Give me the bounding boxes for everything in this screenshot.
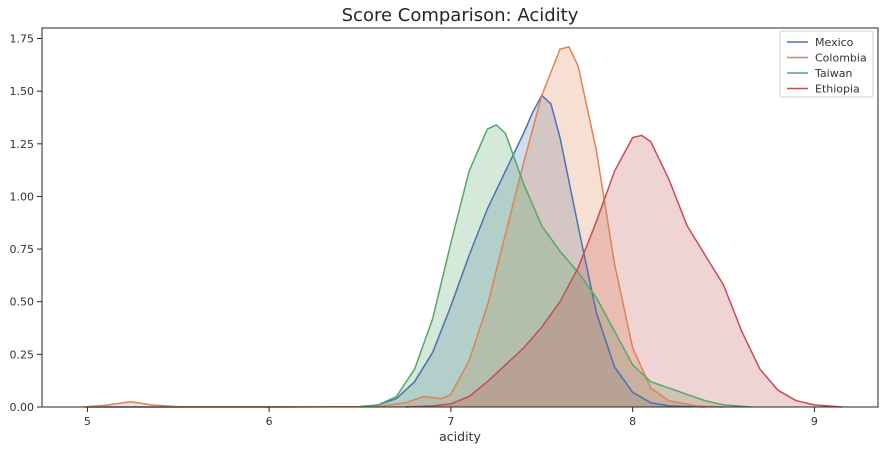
series-area-mexico [87, 95, 706, 408]
series-line-ethiopia [405, 134, 842, 408]
series-line-mexico [87, 94, 706, 408]
x-axis: 5 6 7 8 9 [84, 407, 818, 428]
x-tick-label: 6 [266, 415, 273, 428]
x-axis-title: acidity [439, 429, 481, 444]
x-tick-label: 9 [811, 415, 818, 428]
plot-frame [41, 27, 879, 408]
chart-title: Score Comparison: Acidity [342, 5, 579, 26]
y-tick-label: 1.00 [10, 190, 35, 203]
y-tick-label: 1.75 [10, 33, 35, 46]
plot-areas [83, 46, 842, 408]
y-tick-label: 0.75 [10, 243, 35, 256]
series-area-ethiopia [405, 135, 842, 407]
y-tick-label: 0.50 [10, 296, 35, 309]
x-tick-label: 8 [629, 415, 636, 428]
legend-label-taiwan: Taiwan [814, 67, 852, 80]
legend-label-mexico: Mexico [815, 36, 854, 49]
series-line-taiwan [359, 124, 751, 408]
series-area-taiwan [360, 124, 751, 408]
series-area-colombia [83, 46, 724, 408]
legend: Mexico Colombia Taiwan Ethiopia [779, 30, 874, 98]
x-tick-label: 5 [84, 415, 91, 428]
legend-label-colombia: Colombia [815, 52, 867, 65]
y-tick-label: 0.00 [10, 401, 35, 414]
y-tick-label: 0.25 [10, 348, 35, 361]
y-tick-label: 1.25 [10, 138, 35, 151]
y-tick-label: 1.50 [10, 85, 35, 98]
y-axis: 0.00 0.25 0.50 0.75 1.00 1.25 1.50 1.75 [10, 33, 42, 414]
x-tick-label: 7 [447, 415, 454, 428]
legend-box [779, 30, 874, 98]
legend-label-ethiopia: Ethiopia [815, 83, 860, 96]
